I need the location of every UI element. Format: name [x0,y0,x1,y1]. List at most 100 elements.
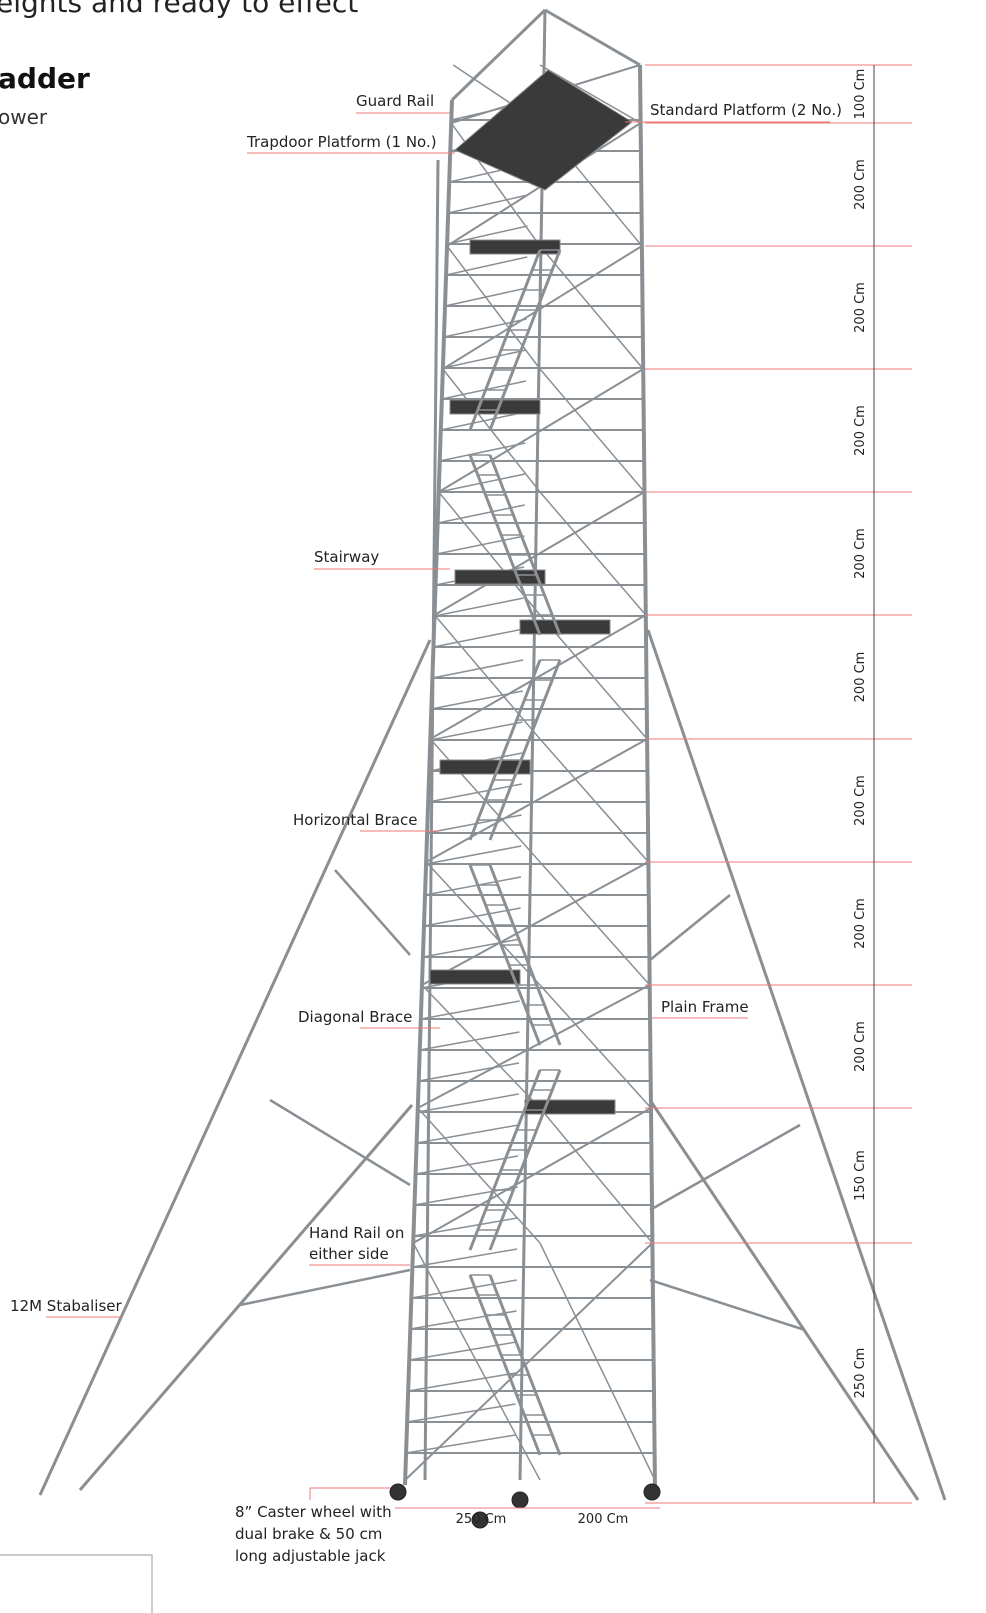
tube [649,1123,801,1212]
tube [488,249,562,431]
tube [446,245,541,370]
tube [445,256,528,276]
height-label: 200 Cm [853,775,868,826]
tube [446,225,528,245]
leader [309,1487,390,1500]
tube [334,869,411,956]
tube [416,1124,519,1144]
tube [468,454,542,636]
tube [421,984,541,1109]
platform [469,239,561,255]
tube [418,1062,520,1082]
caster-wheel [471,1511,489,1529]
label: Hand Rail on [309,1224,404,1242]
tube [518,9,547,1481]
platform [429,969,521,985]
label: either side [309,1245,389,1263]
tube [415,1155,519,1175]
tube [468,659,542,841]
platform [449,399,541,415]
tube [488,1069,562,1251]
tube [448,194,529,214]
tube [442,349,527,369]
tube [433,628,524,648]
tube [441,380,527,400]
tube [433,614,541,740]
subtitle: ower [0,105,48,129]
height-label: 200 Cm [853,1021,868,1072]
scaffold-tower [38,8,947,1529]
tube [417,1093,519,1113]
height-label: 200 Cm [853,528,868,579]
label: dual brake & 50 cm [235,1525,382,1543]
box [0,1554,153,1613]
tube [539,861,651,986]
label: Standard Platform (2 No.) [650,101,842,119]
tube [539,64,641,124]
tube [428,783,523,803]
label: Trapdoor Platform (1 No.) [246,133,437,151]
tube [412,1242,541,1481]
tube [422,938,521,958]
tube [488,864,562,1046]
tube [421,861,649,986]
tube [438,368,644,493]
tube [439,442,526,462]
tube [539,614,648,740]
tube [78,1104,414,1491]
label: Horizontal Brace [293,811,417,829]
height-label: 200 Cm [853,898,868,949]
tube [436,535,525,555]
tube [425,861,541,986]
tube [404,1242,654,1481]
tube [488,454,562,636]
tube [410,1310,517,1330]
tube [468,864,542,1046]
tube [430,721,523,741]
tube [419,1031,520,1051]
tube [544,8,641,67]
tube [539,368,646,493]
tube [434,597,524,617]
tube [423,907,521,927]
label: Diagonal Brace [298,1008,412,1026]
tube [417,1107,541,1244]
caster-wheel [643,1483,661,1501]
platform [454,69,633,191]
tube [468,249,542,431]
tube [420,1000,520,1020]
tube [425,738,648,863]
tube [450,8,547,102]
tube [412,1248,518,1268]
label: Guard Rail [356,92,434,110]
tube [468,1069,542,1251]
tube [649,894,731,961]
tube [269,1098,411,1187]
height-label: 200 Cm [853,159,868,210]
height-label: 150 Cm [853,1150,868,1201]
tube [407,1403,516,1423]
tube [648,1099,920,1501]
label: 12M Stabaliser [10,1297,122,1315]
tube [405,1434,516,1454]
tube [488,1274,562,1456]
tube [539,1107,653,1244]
base-length: 250 Cm [456,1512,507,1527]
label: Stairway [314,548,379,566]
tube [425,845,522,865]
label: long adjustable jack [235,1547,386,1565]
tube [539,738,649,863]
tube [408,1372,517,1392]
height-label: 100 Cm [853,69,868,120]
tube [424,876,522,896]
tube [432,659,524,679]
caster-wheel [389,1483,407,1501]
tube [239,1268,411,1307]
tube [423,159,440,1481]
tube [638,64,657,1486]
caster-wheel [511,1491,529,1509]
label: 8” Caster wheel with [235,1503,392,1521]
height-label: 250 Cm [853,1348,868,1399]
tube [417,984,651,1109]
